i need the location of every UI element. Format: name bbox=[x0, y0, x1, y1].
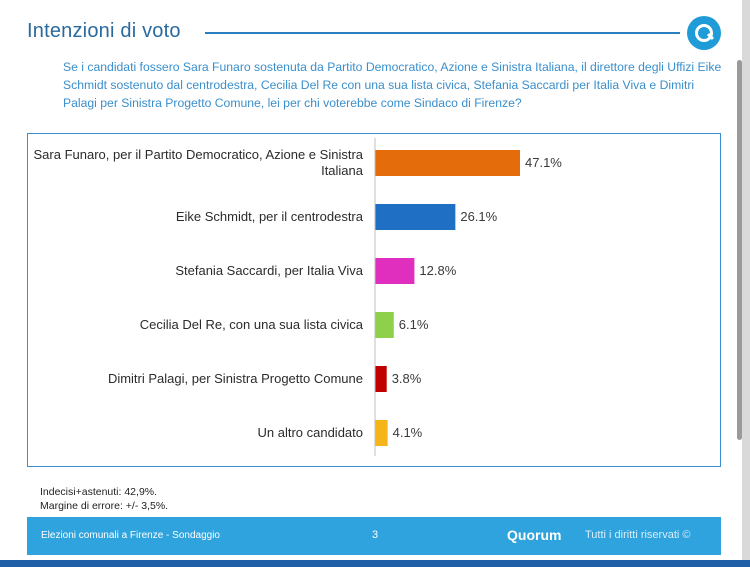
page-number: 3 bbox=[372, 529, 379, 541]
chart-svg bbox=[374, 138, 520, 456]
footer-rights: Tutti i diritti riservati © bbox=[585, 529, 691, 541]
bottom-strip bbox=[0, 560, 750, 567]
bar-0 bbox=[375, 150, 520, 176]
value-label: 12.8% bbox=[419, 263, 457, 278]
value-label: 6.1% bbox=[398, 317, 429, 332]
category-label: Dimitri Palagi, per Sinistra Progetto Co… bbox=[107, 371, 363, 386]
footer-brand: Quorum bbox=[507, 527, 562, 543]
scrollbar[interactable] bbox=[737, 60, 742, 440]
footer: Elezioni comunali a Firenze - Sondaggio … bbox=[27, 517, 721, 555]
value-label: 26.1% bbox=[460, 209, 498, 224]
bar-chart: Sara Funaro, per il Partito Democratico,… bbox=[27, 133, 721, 467]
footer-caption: Elezioni comunali a Firenze - Sondaggio bbox=[41, 530, 220, 541]
quorum-logo-icon bbox=[687, 16, 721, 50]
category-label: Cecilia Del Re, con una sua lista civica bbox=[139, 317, 363, 332]
category-label: Eike Schmidt, per il centrodestra bbox=[175, 209, 363, 224]
category-label: Un altro candidato bbox=[257, 425, 363, 440]
bar-1 bbox=[375, 204, 456, 230]
value-label: 3.8% bbox=[391, 371, 422, 386]
notes: Indecisi+astenuti: 42,9%. Margine di err… bbox=[40, 485, 168, 513]
bar-5 bbox=[375, 420, 388, 446]
bar-3 bbox=[375, 312, 394, 338]
bar-2 bbox=[375, 258, 415, 284]
undecided-note: Indecisi+astenuti: 42,9%. bbox=[40, 486, 158, 498]
title-divider bbox=[205, 32, 680, 34]
value-label: 4.1% bbox=[392, 425, 423, 440]
bar-4 bbox=[375, 366, 387, 392]
page-title: Intenzioni di voto bbox=[27, 20, 181, 42]
margin-note: Margine di errore: +/- 3,5%. bbox=[40, 500, 169, 512]
window-edge bbox=[742, 0, 750, 567]
value-label: 47.1% bbox=[525, 155, 562, 170]
category-label: Sara Funaro, per il Partito Democratico,… bbox=[33, 147, 363, 178]
category-label: Stefania Saccardi, per Italia Viva bbox=[175, 263, 363, 278]
survey-question: Se i candidati fossero Sara Funaro soste… bbox=[63, 60, 722, 110]
